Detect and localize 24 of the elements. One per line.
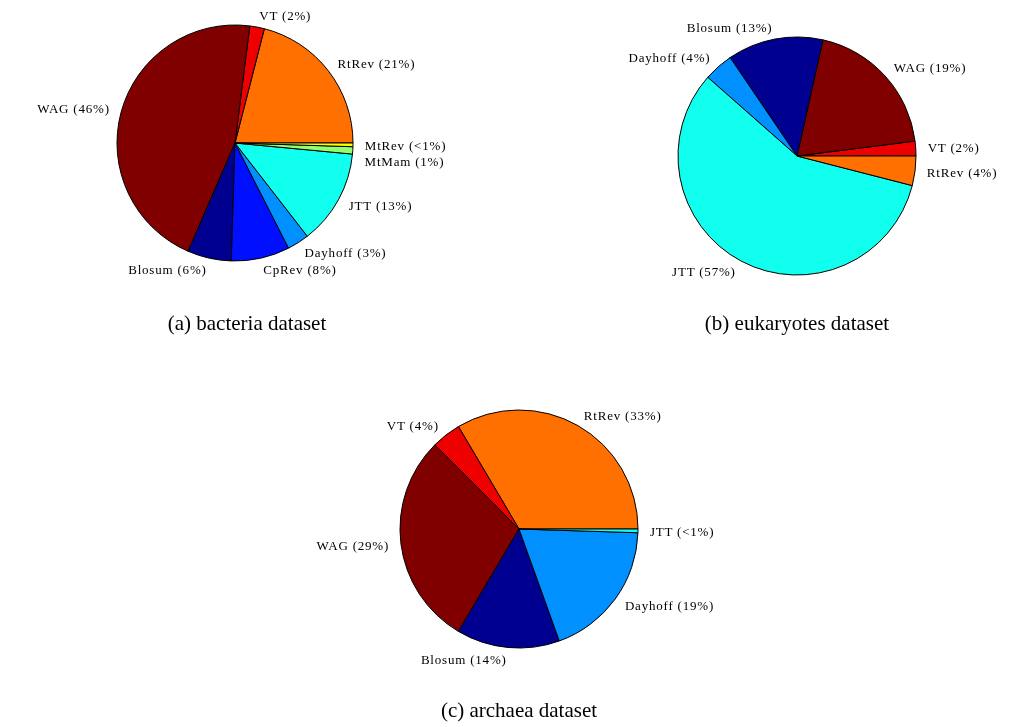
slice-label: RtRev (33%) <box>583 407 662 423</box>
text: (c) archaea dataset <box>440 698 598 722</box>
slice-label: Blosum (13%) <box>686 19 773 35</box>
slice-label: WAG (46%) <box>37 101 110 117</box>
slice-label: WAG (19%) <box>893 60 967 76</box>
slice-label: Dayhoff (19%) <box>624 598 715 614</box>
slice-label: RtRev (21%) <box>337 55 416 71</box>
slice-label: RtRev (4%) <box>926 164 998 180</box>
slice-label: WAG (29%) <box>316 537 390 553</box>
slice-label: VT (4%) <box>386 418 439 434</box>
text: (a) bacteria dataset <box>167 311 327 335</box>
slice-label: Blosum (14%) <box>420 651 507 667</box>
slice-label: Blosum (6%) <box>128 262 207 278</box>
slice-label: Dayhoff (4%) <box>628 50 711 66</box>
slice-label: JTT (<1%) <box>649 523 715 539</box>
slice-label: JTT (57%) <box>672 264 736 280</box>
slice-label: Dayhoff (3%) <box>304 245 387 261</box>
slice-label: VT (2%) <box>259 8 312 24</box>
slice-label: JTT (13%) <box>348 198 413 214</box>
slice-label: CpRev (8%) <box>263 262 337 278</box>
text: (b) eukaryotes dataset <box>704 311 890 335</box>
slice-label: MtMam (1%) <box>364 153 445 169</box>
slice-label: MtRev (<1%) <box>364 137 447 153</box>
slice-label: VT (2%) <box>927 140 980 156</box>
